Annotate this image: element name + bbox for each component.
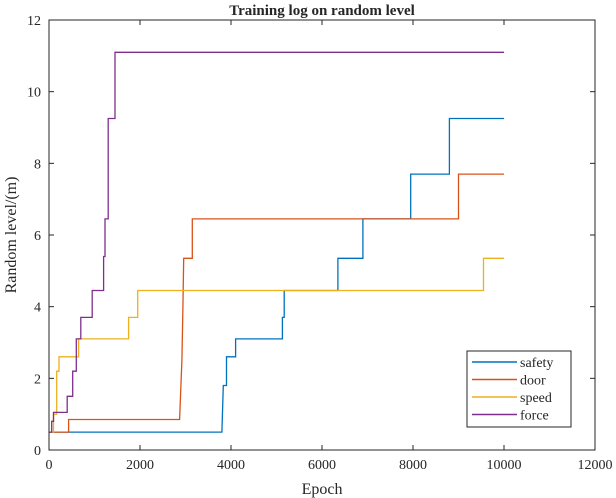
y-tick-label: 2: [34, 372, 41, 387]
x-tick-label: 2000: [126, 458, 154, 473]
legend-label-force: force: [520, 409, 549, 424]
y-tick-label: 8: [34, 157, 41, 172]
y-tick-label: 0: [34, 444, 41, 459]
y-tick-label: 6: [34, 229, 41, 244]
x-axis-label: Epoch: [302, 481, 343, 498]
y-tick-label: 4: [34, 301, 41, 316]
series-speed: [49, 257, 504, 433]
legend-label-speed: speed: [520, 391, 552, 406]
y-axis-label: Random level/(m): [3, 177, 20, 294]
y-tick-label: 10: [27, 86, 41, 101]
axis-ticks: 0 2000 4000 6000 8000 10000 12000 0 2 4 6 8 10 12: [27, 14, 613, 473]
plot-frame: [48, 19, 596, 451]
x-tick-label: 4000: [217, 458, 245, 473]
legend-label-safety: safety: [520, 356, 553, 371]
legend: safety door speed force: [466, 350, 572, 428]
legend-label-door: door: [520, 374, 546, 389]
x-tick-label: 10000: [487, 458, 522, 473]
chart-title: Training log on random level: [229, 3, 415, 19]
series-door: [49, 173, 504, 433]
series-lines: [49, 51, 504, 433]
y-tick-label: 12: [27, 14, 41, 29]
x-tick-label: 8000: [399, 458, 427, 473]
x-tick-label: 6000: [308, 458, 336, 473]
x-tick-label: 0: [46, 458, 53, 473]
series-force: [49, 51, 504, 433]
x-tick-label: 12000: [578, 458, 613, 473]
series-safety: [49, 117, 504, 433]
